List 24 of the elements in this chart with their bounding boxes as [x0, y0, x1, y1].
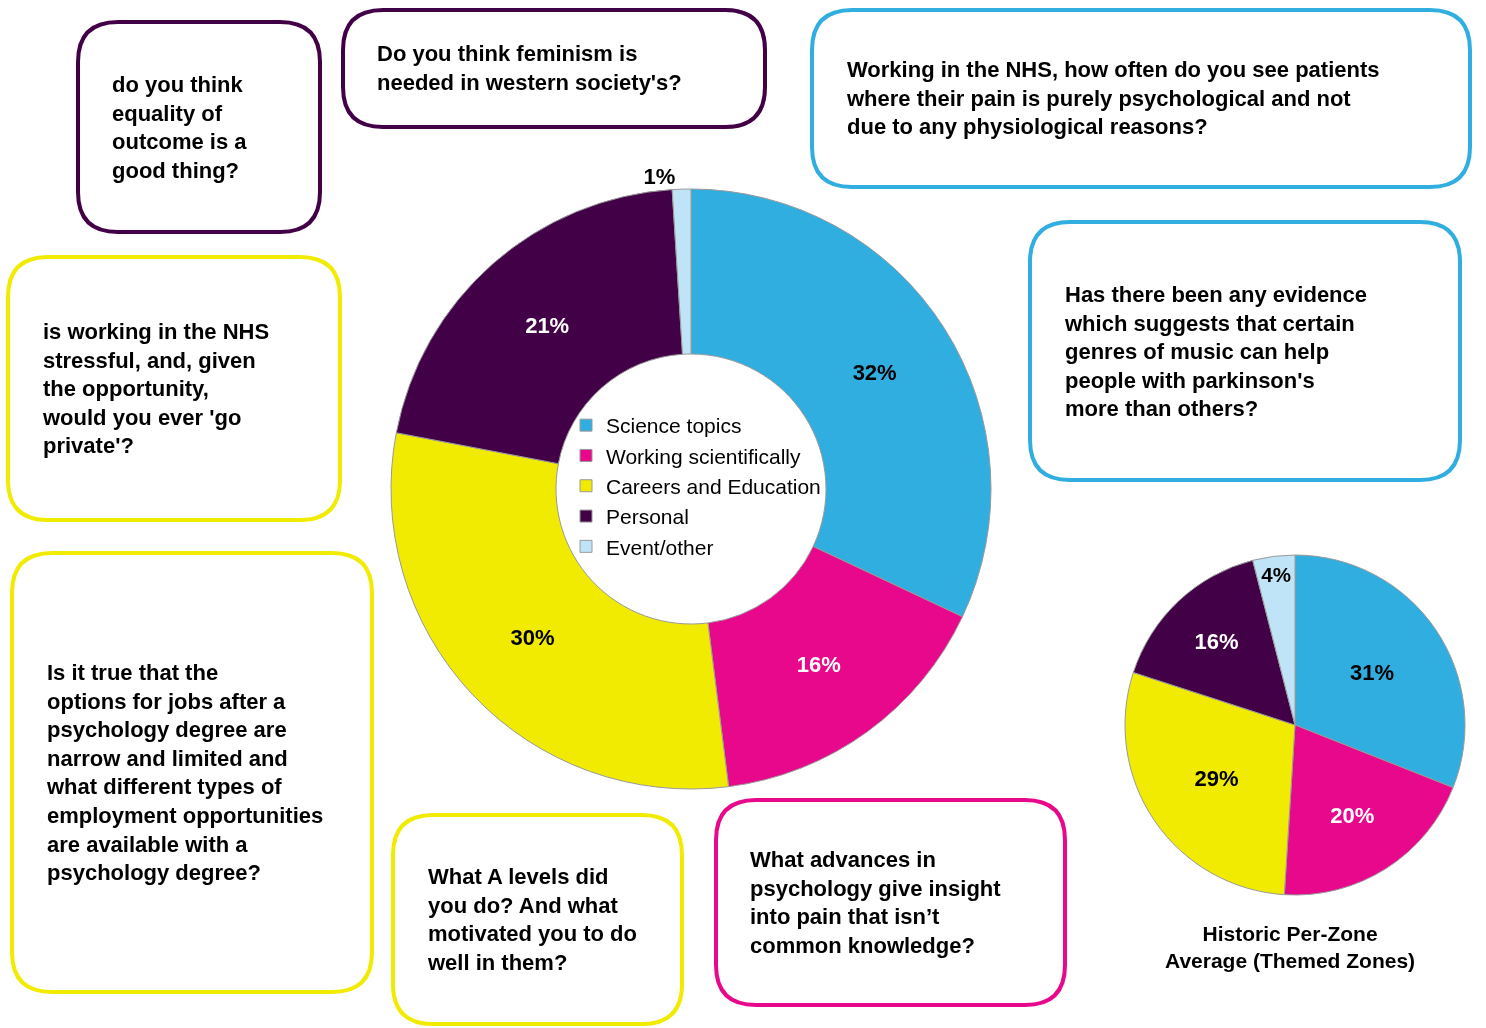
legend-label: Event/other: [606, 535, 714, 559]
data-label: 29%: [1194, 765, 1239, 791]
text: What advances in psychology give insight into pain that isn’t common knowledge?: [750, 847, 1002, 958]
text: Do you think feminism is needed in western society's?: [377, 41, 682, 95]
text: Is it true that the options for jobs after a psychology degree are narrow and limited and what different types of employment opportunities are available with a psychology degree?: [46, 660, 324, 886]
text: Has there been any evidence which suggests that certain genres of music can help people with parkinson's more than others?: [1064, 282, 1368, 422]
data-label: 31%: [1349, 660, 1394, 686]
data-label: 16%: [796, 652, 841, 678]
data-label: 30%: [510, 625, 555, 651]
text: Historic Per-Zone Average (Themed Zones): [1165, 922, 1416, 973]
text: Working in the NHS, how often do you see patients where their pain is purely psychological and not due to any physiological reasons?: [846, 57, 1380, 140]
text: do you think equality of outcome is a good thing?: [112, 72, 248, 183]
text: is working in the NHS stressful, and, given the opportunity, would you ever 'go private'?: [42, 319, 270, 459]
data-label: 21%: [525, 313, 570, 339]
data-label: 4%: [1261, 563, 1291, 587]
legend-label: Careers and Education: [606, 474, 821, 498]
legend-label: Science topics: [606, 414, 742, 438]
data-label: 20%: [1330, 802, 1375, 828]
legend-label: Personal: [606, 505, 689, 529]
legend-label: Working scientifically: [606, 444, 802, 468]
data-label: 1%: [643, 164, 676, 190]
text: What A levels did you do? And what motivated you to do well in them?: [427, 864, 637, 975]
data-label: 16%: [1194, 628, 1239, 654]
data-label: 32%: [852, 359, 897, 385]
